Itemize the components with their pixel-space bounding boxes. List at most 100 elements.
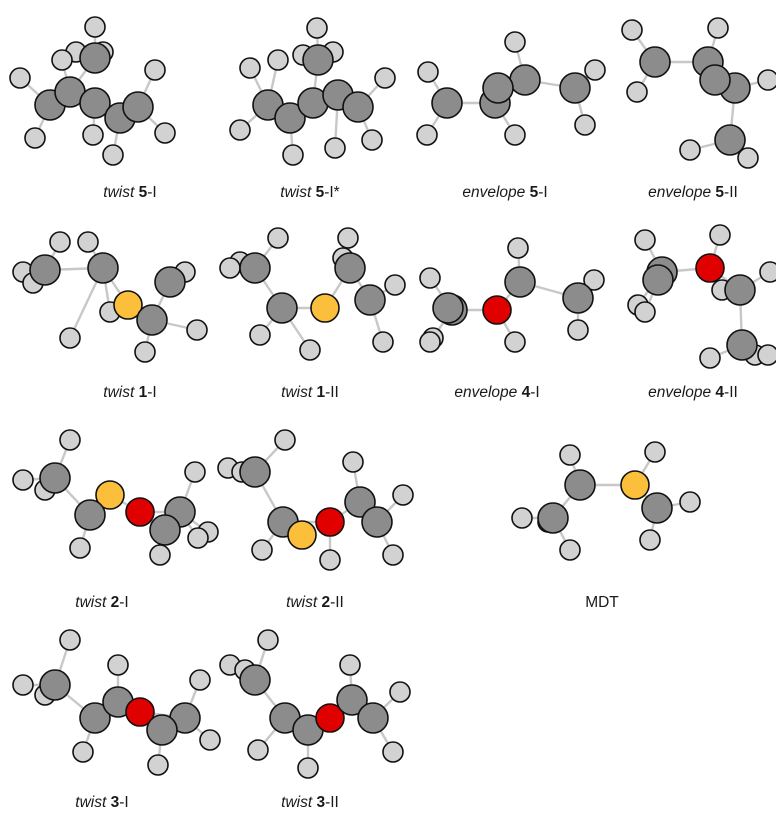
carbon-atom (302, 44, 334, 76)
molecule-m1 (9, 16, 176, 166)
hydrogen-atom (574, 114, 596, 136)
hydrogen-atom (134, 341, 156, 363)
carbon-atom (509, 64, 541, 96)
hydrogen-atom (559, 539, 581, 561)
carbon-atom (504, 266, 536, 298)
carbon-atom (79, 87, 111, 119)
hydrogen-atom (416, 124, 438, 146)
hydrogen-atom (384, 274, 406, 296)
hydrogen-atom (737, 147, 759, 169)
hydrogen-atom (626, 81, 648, 103)
molecule-t22 (217, 429, 414, 571)
carbon-atom (559, 72, 591, 104)
caption-twist-1-I: twist 1-I (103, 384, 156, 401)
hydrogen-atom (337, 227, 359, 249)
hydrogen-atom (559, 444, 581, 466)
hydrogen-atom (49, 231, 71, 253)
oxygen-atom (695, 253, 725, 283)
hydrogen-atom (267, 227, 289, 249)
hydrogen-atom (621, 19, 643, 41)
carbon-atom (136, 304, 168, 336)
hydrogen-atom (361, 129, 383, 151)
sulfur-atom (620, 470, 650, 500)
oxygen-atom (315, 507, 345, 537)
hydrogen-atom (9, 67, 31, 89)
carbon-atom (564, 469, 596, 501)
carbon-atom (39, 462, 71, 494)
hydrogen-atom (251, 539, 273, 561)
hydrogen-atom (267, 49, 289, 71)
caption-twist-5-I-star: twist 5-I* (280, 184, 339, 201)
hydrogen-atom (249, 324, 271, 346)
hydrogen-atom (583, 269, 605, 291)
hydrogen-atom (419, 267, 441, 289)
hydrogen-atom (504, 31, 526, 53)
hydrogen-atom (186, 319, 208, 341)
carbon-atom (431, 87, 463, 119)
hydrogen-atom (229, 119, 251, 141)
hydrogen-atom (699, 347, 721, 369)
hydrogen-atom (77, 231, 99, 253)
carbon-atom (154, 266, 186, 298)
hydrogen-atom (187, 527, 209, 549)
carbon-atom (87, 252, 119, 284)
hydrogen-atom (374, 67, 396, 89)
hydrogen-atom (507, 237, 529, 259)
hydrogen-atom (247, 739, 269, 761)
hydrogen-atom (504, 331, 526, 353)
hydrogen-atom (634, 229, 656, 251)
carbon-atom (122, 91, 154, 123)
hydrogen-atom (24, 127, 46, 149)
carbon-atom (239, 664, 271, 696)
molecule-t31 (12, 629, 221, 776)
carbon-atom (639, 46, 671, 78)
caption-twist-3-I: twist 3-I (75, 794, 128, 811)
carbon-atom (432, 292, 464, 324)
carbon-atom (562, 282, 594, 314)
molecule-t32 (219, 629, 411, 779)
hydrogen-atom (107, 654, 129, 676)
carbon-atom (239, 456, 271, 488)
hydrogen-atom (511, 507, 533, 529)
caption-envelope-5-I: envelope 5-I (462, 184, 547, 201)
carbon-atom (482, 72, 514, 104)
hydrogen-atom (389, 681, 411, 703)
hydrogen-atom (567, 319, 589, 341)
hydrogen-atom (12, 469, 34, 491)
hydrogen-atom (257, 629, 279, 651)
molecule-mdt (511, 441, 701, 561)
hydrogen-atom (324, 137, 346, 159)
carbon-atom (239, 252, 271, 284)
caption-envelope-5-II: envelope 5-II (648, 184, 738, 201)
hydrogen-atom (382, 544, 404, 566)
carbon-atom (79, 702, 111, 734)
hydrogen-atom (72, 741, 94, 763)
hydrogen-atom (392, 484, 414, 506)
caption-twist-5-I: twist 5-I (103, 184, 156, 201)
hydrogen-atom (306, 17, 328, 39)
caption-mdt: MDT (585, 594, 619, 611)
hydrogen-atom (372, 331, 394, 353)
carbon-atom (266, 292, 298, 324)
carbon-atom (641, 492, 673, 524)
hydrogen-atom (679, 491, 701, 513)
hydrogen-atom (189, 669, 211, 691)
molecule-layer (9, 16, 776, 779)
carbon-atom (726, 329, 758, 361)
molecule-m2 (229, 17, 396, 166)
hydrogen-atom (59, 629, 81, 651)
hydrogen-atom (644, 441, 666, 463)
carbon-atom (361, 506, 393, 538)
carbon-atom (334, 252, 366, 284)
hydrogen-atom (82, 124, 104, 146)
hydrogen-atom (149, 544, 171, 566)
hydrogen-atom (12, 674, 34, 696)
caption-twist-1-II: twist 1-II (281, 384, 339, 401)
hydrogen-atom (709, 224, 731, 246)
carbon-atom (357, 702, 389, 734)
carbon-atom (354, 284, 386, 316)
carbon-atom (336, 684, 368, 716)
molecule-e42 (627, 224, 776, 369)
carbon-atom (149, 514, 181, 546)
